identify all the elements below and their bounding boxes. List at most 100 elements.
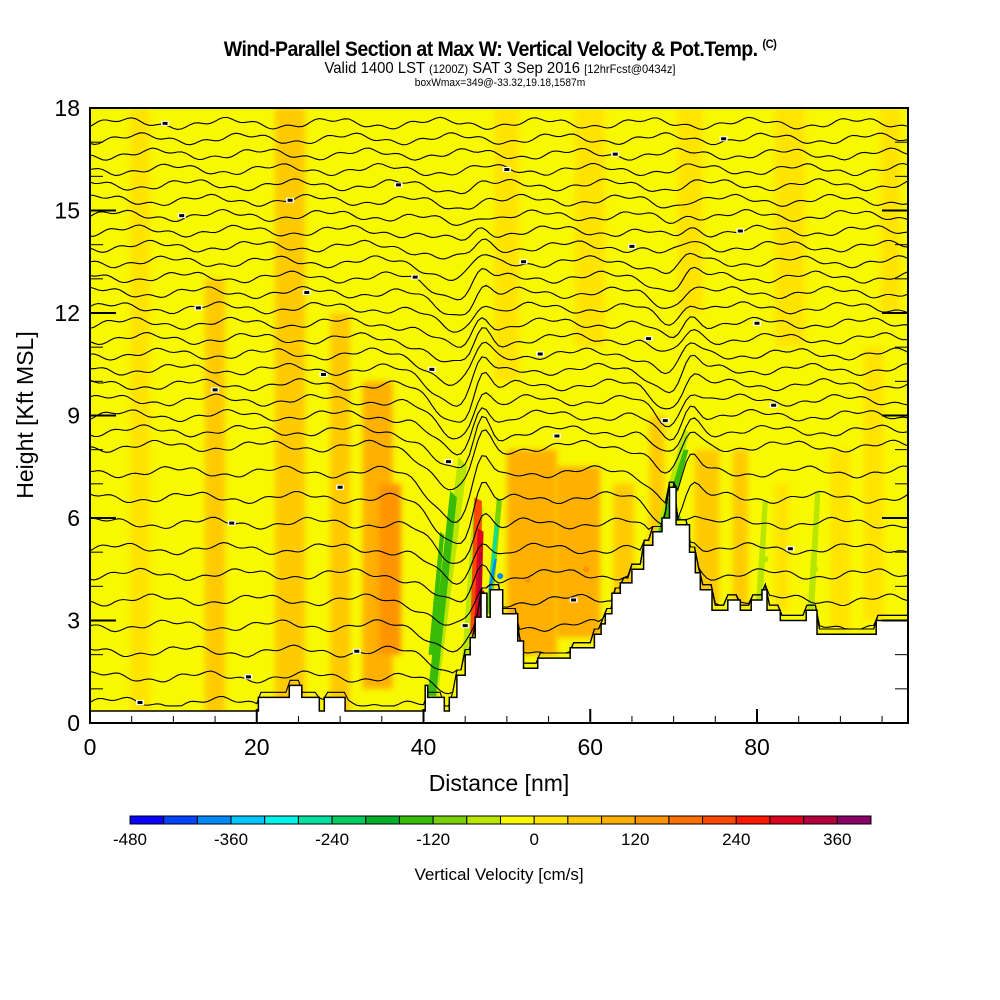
y-axis-label: Height [Kft MSL] — [12, 331, 38, 498]
colorbar-tick-label: -360 — [214, 830, 248, 849]
x-tick-label: 40 — [411, 734, 437, 760]
colorbar-tick-label: 0 — [529, 830, 538, 849]
y-tick-label: 0 — [67, 710, 80, 736]
y-tick-label: 15 — [54, 198, 80, 224]
colorbar-bin — [163, 815, 198, 825]
theta-contour — [90, 132, 908, 146]
plot-area — [90, 108, 908, 723]
theta-contour-label-glyph — [320, 373, 326, 376]
theta-contour — [90, 354, 908, 407]
velocity-streak — [494, 108, 520, 382]
colorbar-bin — [365, 815, 400, 825]
velocity-band — [488, 524, 499, 594]
colorbar-bin — [668, 815, 704, 825]
theta-contour-label-glyph — [287, 198, 293, 202]
velocity-feature-east-downdraft-1 — [762, 556, 769, 562]
theta-contour — [90, 371, 908, 423]
theta-contour-label-glyph — [646, 337, 652, 341]
theta-contour — [90, 415, 908, 469]
potential-temperature-contours — [90, 116, 908, 707]
theta-contour-label-glyph — [629, 244, 635, 248]
theta-contour — [90, 252, 908, 281]
colorbar-bin — [129, 815, 165, 825]
colorbar-bin — [466, 815, 501, 825]
theta-contour-label-glyph — [537, 352, 543, 356]
x-tick-label: 20 — [244, 734, 270, 760]
colorbar-tick-label: 360 — [823, 830, 851, 849]
theta-contour-label-glyph — [737, 229, 743, 233]
colorbar-bin — [500, 815, 535, 825]
colorbar-bin — [331, 815, 367, 825]
colorbar-bin — [398, 815, 434, 825]
velocity-band — [428, 531, 445, 655]
chart-title-text: Wind-Parallel Section at Max W: Vertical… — [223, 38, 758, 61]
theta-contour — [90, 147, 908, 161]
velocity-streak — [379, 483, 402, 655]
theta-contour — [90, 301, 908, 333]
velocity-streak — [774, 483, 790, 611]
theta-contour — [90, 481, 908, 603]
theta-contour-label-glyph — [662, 419, 668, 423]
colorbar-bin — [432, 815, 468, 825]
colorbar-tick-label: 120 — [621, 830, 649, 849]
theta-contour-label-glyph — [771, 403, 777, 407]
velocity-streak — [775, 108, 806, 348]
velocity-feature-upstream-downdraft-band — [433, 600, 440, 607]
colorbar-bin — [769, 815, 805, 825]
theta-contour-label-glyph — [395, 183, 401, 187]
theta-contour — [90, 481, 908, 564]
theta-contour — [90, 453, 908, 523]
colorbar-bin — [735, 815, 771, 825]
copyright-mark: (C) — [762, 37, 777, 51]
theta-contour-label-glyph — [612, 152, 618, 156]
colorbar-bin — [702, 815, 737, 825]
y-tick-label: 6 — [67, 505, 80, 531]
x-tick-label: 0 — [84, 734, 97, 760]
theta-contour-label-glyph — [354, 649, 360, 653]
theta-contour-label-glyph — [137, 701, 143, 704]
velocity-streak — [732, 449, 748, 607]
velocity-band — [756, 500, 768, 600]
velocity-feature-upstream-updraft-band — [382, 566, 389, 573]
colorbar-bin — [803, 815, 838, 825]
theta-contour — [90, 162, 908, 177]
y-tick-label: 18 — [54, 95, 80, 121]
x-tick-label: 80 — [744, 734, 770, 760]
theta-contour — [90, 238, 908, 260]
chart-subtitle: Valid 1400 LST (1200Z) SAT 3 Sep 2016 [1… — [35, 60, 965, 78]
colorbar-bin — [264, 815, 299, 825]
y-tick-label: 3 — [67, 608, 80, 634]
colorbar-bin — [634, 815, 670, 825]
colorbar-tick-label: -120 — [416, 830, 450, 849]
theta-contour-label-glyph — [412, 275, 418, 279]
velocity-streak — [830, 449, 851, 631]
velocity-streak — [330, 313, 351, 723]
theta-contour — [90, 481, 908, 585]
theta-contour-label-glyph — [212, 388, 218, 392]
theta-contour-label-glyph — [521, 260, 527, 264]
theta-contour — [90, 266, 908, 301]
colorbar-tick-label: 240 — [722, 830, 750, 849]
theta-contour — [90, 193, 908, 210]
theta-contour-label-glyph — [504, 168, 510, 171]
theta-contour-label-glyph — [245, 675, 251, 679]
theta-contour-label-glyph — [787, 547, 793, 551]
colorbar: -480 -360 -240 -120 0 120 240 360 — [113, 815, 872, 849]
theta-contour-label-glyph — [304, 291, 310, 294]
velocity-streak — [555, 466, 601, 638]
velocity-feature-lee-downdraft-core — [497, 573, 504, 580]
theta-contour — [90, 316, 908, 348]
theta-contour — [90, 284, 908, 316]
velocity-streak — [863, 347, 884, 621]
velocity-feature-plateau-updraft-2 — [583, 566, 590, 573]
velocity-streak — [205, 278, 226, 723]
x-tick-label: 60 — [577, 734, 603, 760]
terrain-profile — [90, 486, 908, 723]
colorbar-bin — [297, 815, 333, 825]
theta-contour-label-glyph — [554, 434, 560, 438]
theta-contour — [90, 481, 908, 545]
theta-contour — [90, 429, 908, 491]
theta-contour — [90, 341, 908, 386]
forecast-info: [12hrFcst@0434z] — [584, 62, 676, 76]
